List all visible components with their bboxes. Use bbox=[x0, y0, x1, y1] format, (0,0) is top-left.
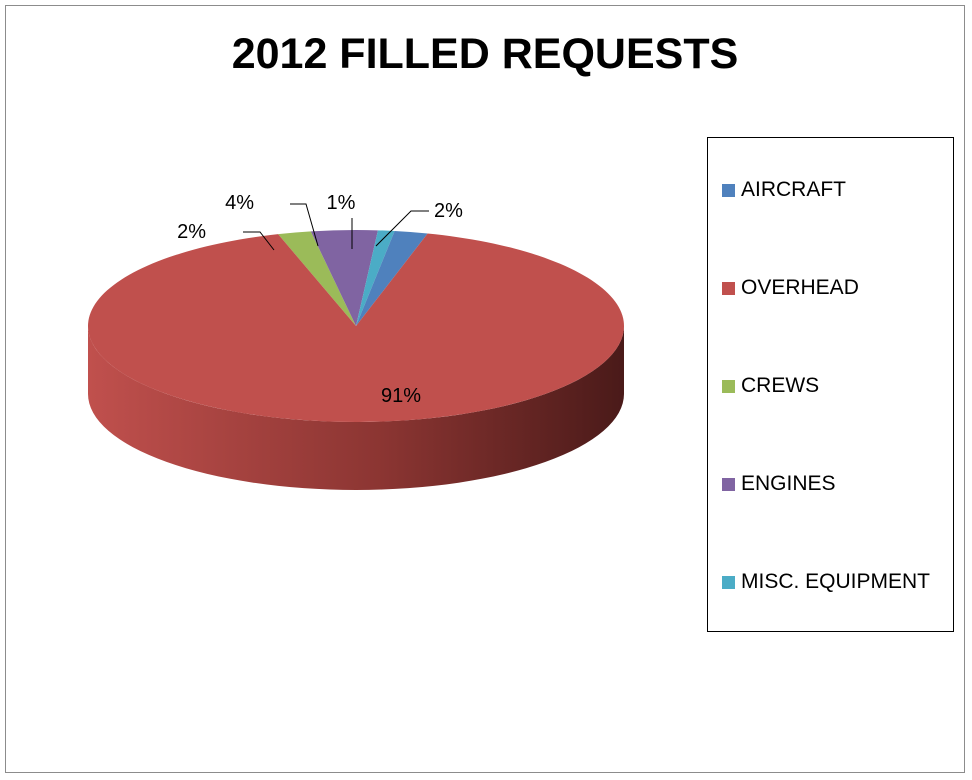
legend-label: CREWS bbox=[741, 374, 820, 397]
data-label-engines: 4% bbox=[225, 192, 254, 214]
legend-item: OVERHEAD bbox=[722, 276, 859, 300]
pie-slice-engines bbox=[310, 230, 378, 326]
data-label-crews: 2% bbox=[177, 221, 206, 243]
data-label-aircraft: 2% bbox=[434, 200, 463, 222]
legend-swatch bbox=[722, 575, 735, 589]
chart-area: 2012 FILLED REQUESTS 2% 4% 1% 2% 91% AIRCRAF… bbox=[5, 5, 965, 773]
legend-swatch bbox=[722, 281, 735, 295]
pie-slice-misc-equipment bbox=[356, 230, 395, 326]
pie-slice-overhead bbox=[87, 233, 624, 422]
legend-label: MISC. EQUIPMENT bbox=[741, 570, 931, 593]
legend-swatch bbox=[722, 183, 735, 197]
legend-label: AIRCRAFT bbox=[741, 178, 846, 201]
legend-label: OVERHEAD bbox=[741, 276, 859, 299]
pie-side-wall bbox=[88, 326, 624, 490]
legend: AIRCRAFT OVERHEAD CREWS ENGINES MISC. EQUIPM… bbox=[707, 137, 954, 632]
pie-slice-crews bbox=[278, 231, 356, 326]
legend-swatch bbox=[722, 477, 735, 491]
legend-item: AIRCRAFT bbox=[722, 178, 846, 202]
data-label-overhead: 91% bbox=[381, 385, 421, 407]
pie-slice-aircraft bbox=[356, 231, 428, 326]
legend-item: CREWS bbox=[722, 374, 819, 398]
legend-swatch bbox=[722, 379, 735, 393]
chart-title: 2012 FILLED REQUESTS bbox=[231, 30, 739, 78]
data-label-misc-equipment: 1% bbox=[327, 192, 356, 214]
leader-line bbox=[375, 210, 429, 247]
legend-label: ENGINES bbox=[741, 472, 836, 495]
leader-line bbox=[243, 231, 275, 251]
leader-line bbox=[290, 203, 319, 247]
legend-item: MISC. EQUIPMENT bbox=[722, 570, 930, 594]
pie-chart: 2% 4% 1% 2% 91% bbox=[87, 192, 624, 490]
legend-item: ENGINES bbox=[722, 472, 836, 496]
